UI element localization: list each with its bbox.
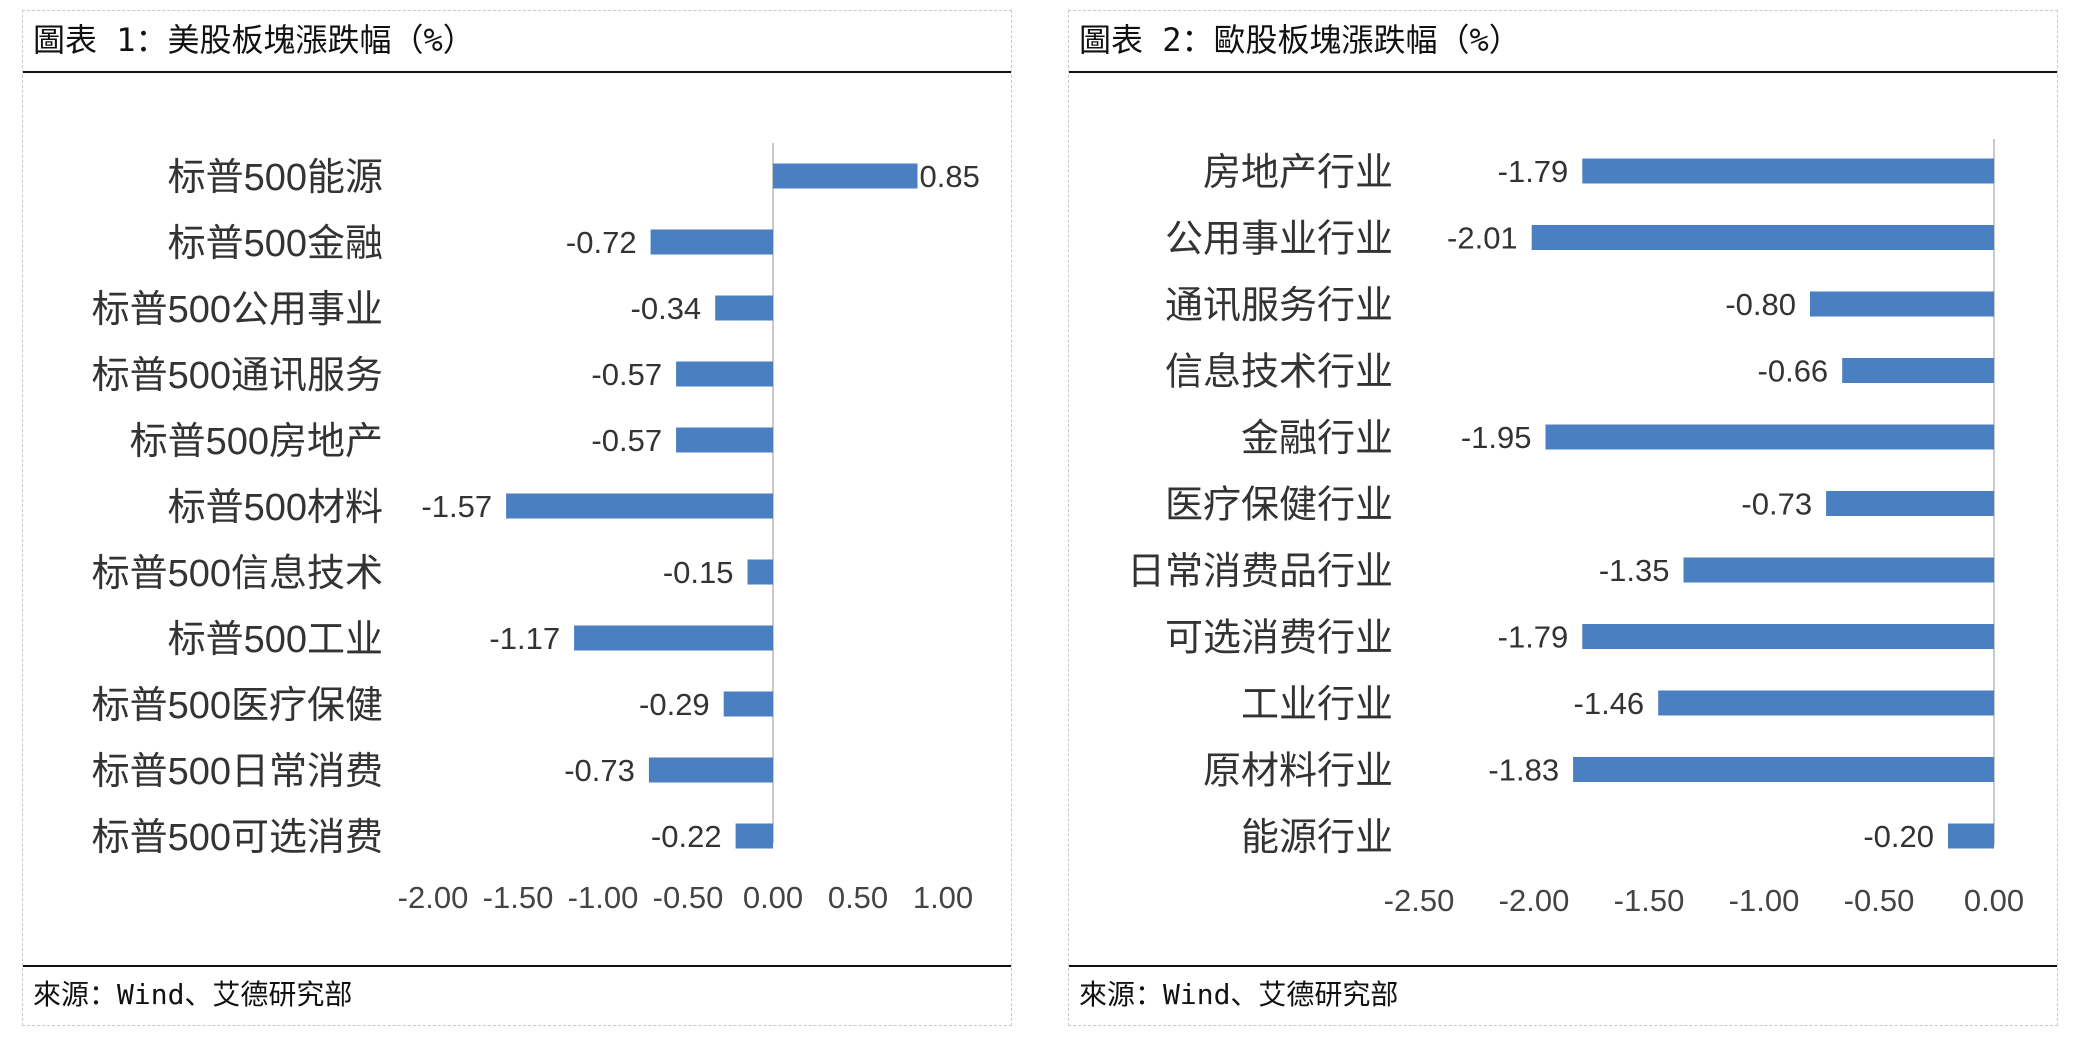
category-label: 房地产行业 xyxy=(1203,152,1393,194)
x-tick-label: 0.00 xyxy=(743,880,803,915)
category-label: 标普500房地产 xyxy=(130,421,383,463)
x-tick-label: -2.00 xyxy=(1499,883,1570,918)
eu-sector-bar-chart: 房地产行业 -1.79 公用事业行业 -2.01 通讯服务行业 -0.80 信息技术行业 -0… xyxy=(1127,139,2024,918)
bar xyxy=(648,757,773,783)
data-label: -1.57 xyxy=(421,489,492,524)
data-label: -0.80 xyxy=(1725,287,1796,322)
data-label: -0.34 xyxy=(631,291,702,326)
category-label: 标普500公用事业 xyxy=(92,289,383,331)
category-label: 信息技术行业 xyxy=(1165,352,1393,394)
bar xyxy=(1531,225,1994,250)
category-label: 医疗保健行业 xyxy=(1165,485,1393,527)
bar xyxy=(735,823,773,849)
x-tick-label: -1.00 xyxy=(568,880,639,915)
category-label: 工业行业 xyxy=(1241,684,1393,726)
category-label: 金融行业 xyxy=(1241,418,1393,460)
data-label: -0.57 xyxy=(591,357,662,392)
bar xyxy=(1683,557,1994,583)
bar xyxy=(747,559,773,585)
bar xyxy=(676,427,773,453)
data-label: -1.17 xyxy=(489,621,560,656)
data-label: -0.20 xyxy=(1863,819,1934,854)
category-label: 标普500日常消费 xyxy=(92,751,383,793)
x-tick-label: 1.00 xyxy=(913,880,973,915)
data-label: -1.46 xyxy=(1574,686,1645,721)
category-label: 标普500信息技术 xyxy=(92,553,383,595)
data-label: -0.66 xyxy=(1758,354,1829,389)
category-label: 原材料行业 xyxy=(1203,751,1393,793)
source-note: 來源：Wind、艾德研究部 xyxy=(1069,965,2057,1025)
source-note: 來源：Wind、艾德研究部 xyxy=(23,965,1011,1025)
category-label: 公用事业行业 xyxy=(1165,219,1393,261)
us-sector-bar-chart: 标普500能源 0.85 标普500金融 -0.72 标普500公用事业 -0.34 标普5… xyxy=(92,143,980,915)
data-label: -0.57 xyxy=(591,423,662,458)
bar xyxy=(506,493,773,519)
category-label: 可选消费行业 xyxy=(1165,618,1393,660)
category-label: 能源行业 xyxy=(1241,817,1393,859)
category-label: 标普500能源 xyxy=(168,157,383,199)
x-tick-label: -0.50 xyxy=(653,880,724,915)
category-label: 标普500通讯服务 xyxy=(92,355,383,397)
bar xyxy=(1582,624,1994,649)
data-label: -2.01 xyxy=(1447,221,1518,256)
category-label: 标普500可选消费 xyxy=(92,817,383,859)
bar xyxy=(773,163,918,189)
category-label: 标普500医疗保健 xyxy=(92,685,383,727)
x-tick-label: -1.00 xyxy=(1729,883,1800,918)
x-tick-label: -1.50 xyxy=(1614,883,1685,918)
bar xyxy=(1582,158,1994,184)
data-label: -0.72 xyxy=(566,225,637,260)
data-label: -0.73 xyxy=(564,753,635,788)
category-label: 标普500工业 xyxy=(168,619,383,661)
data-label: -0.29 xyxy=(639,687,710,722)
data-label: -1.35 xyxy=(1599,553,1670,588)
data-label: -0.15 xyxy=(663,555,734,590)
bar xyxy=(1545,424,1994,450)
x-tick-label: -1.50 xyxy=(483,880,554,915)
bar xyxy=(1842,358,1994,383)
chart-title: 圖表 1：美股板塊漲跌幅（%） xyxy=(23,11,1011,73)
bar xyxy=(723,691,773,717)
x-tick-label: -2.00 xyxy=(398,880,469,915)
bar xyxy=(574,625,773,651)
data-label: -1.95 xyxy=(1461,420,1532,455)
bar xyxy=(1810,291,1994,317)
category-label: 标普500金融 xyxy=(168,223,383,265)
bar xyxy=(1658,690,1994,716)
data-label: -1.79 xyxy=(1498,154,1569,189)
data-label: -1.83 xyxy=(1488,753,1559,788)
x-tick-label: -2.50 xyxy=(1384,883,1455,918)
data-label: -0.22 xyxy=(651,819,722,854)
category-label: 通讯服务行业 xyxy=(1165,285,1393,327)
chart-panel-eu: 圖表 2：歐股板塊漲跌幅（%） 房地产行业 -1.79 公用事业行业 -2.01 通讯服… xyxy=(1068,10,2058,1026)
data-label: 0.85 xyxy=(920,159,980,194)
bar xyxy=(1826,491,1994,516)
bar xyxy=(715,295,773,321)
category-label: 日常消费品行业 xyxy=(1127,551,1393,593)
x-tick-label: -0.50 xyxy=(1844,883,1915,918)
chart-panel-us: 圖表 1：美股板塊漲跌幅（%） 标普500能源 0.85 标普500金融 -0.72 标… xyxy=(22,10,1012,1026)
bar xyxy=(1948,823,1994,849)
x-tick-label: 0.50 xyxy=(828,880,888,915)
bar xyxy=(650,229,773,255)
category-label: 标普500材料 xyxy=(168,487,383,529)
chart-title: 圖表 2：歐股板塊漲跌幅（%） xyxy=(1069,11,2057,73)
bar xyxy=(676,361,773,387)
data-label: -1.79 xyxy=(1498,620,1569,655)
data-label: -0.73 xyxy=(1741,487,1812,522)
x-tick-label: 0.00 xyxy=(1964,883,2024,918)
bar xyxy=(1573,757,1994,782)
